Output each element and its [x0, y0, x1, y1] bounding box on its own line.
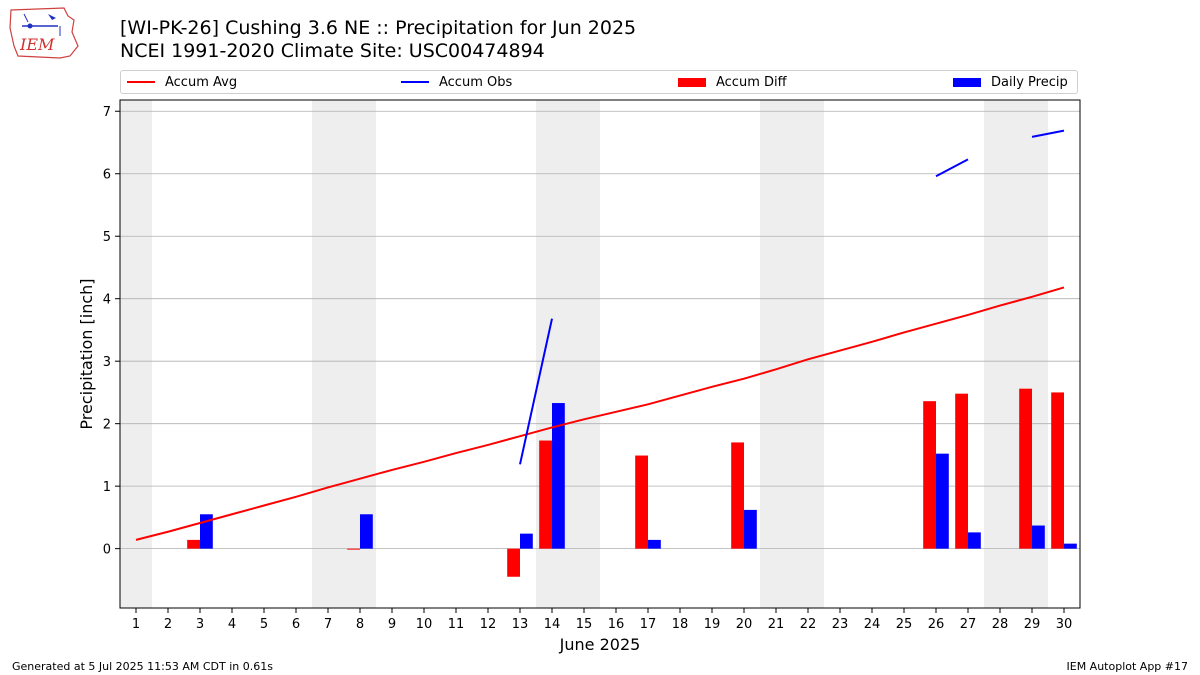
legend-swatch-accum-diff [678, 77, 706, 87]
y-tick-label-3: 3 [103, 355, 111, 370]
chart-title: [WI-PK-26] Cushing 3.6 NE :: Precipitati… [120, 17, 637, 39]
bar-accum-diff-day-13 [507, 548, 520, 577]
x-tick-label-15: 15 [576, 617, 593, 632]
x-tick-label-28: 28 [992, 617, 1009, 632]
x-tick-label-21: 21 [768, 617, 785, 632]
x-tick-label-8: 8 [356, 617, 364, 632]
line-accum-obs-segment-1 [935, 158, 969, 178]
bar-daily-precip-day-17 [648, 539, 661, 549]
legend-swatch-daily-precip [953, 77, 981, 87]
iem-logo: IEM [9, 7, 79, 59]
line-accum-obs-segment-2 [1031, 129, 1065, 138]
y-tick-label-4: 4 [103, 293, 111, 308]
x-tick-label-5: 5 [260, 617, 268, 632]
line-accum-obs-segment-0 [519, 318, 553, 465]
bar-daily-precip-day-30 [1064, 543, 1077, 549]
bar-accum-diff-day-14 [539, 440, 552, 549]
bar-accum-diff-day-3 [187, 539, 200, 549]
line-accum-avg [135, 286, 1065, 541]
bar-accum-diff-day-8 [347, 548, 360, 550]
shaded-band-2 [536, 100, 600, 608]
x-tick-label-18: 18 [672, 617, 689, 632]
x-tick-label-10: 10 [416, 617, 433, 632]
bar-accum-diff-day-30 [1051, 392, 1064, 549]
legend-item-accum-obs: Accum Obs [401, 71, 512, 93]
x-tick-label-11: 11 [448, 617, 465, 632]
bar-daily-precip-day-26 [936, 453, 949, 549]
x-axis-label: June 2025 [559, 635, 641, 654]
legend: Accum Avg Accum Obs Accum Diff Daily Pre… [120, 70, 1078, 94]
y-tick-label-0: 0 [103, 543, 111, 558]
y-tick-label-1: 1 [103, 480, 111, 495]
legend-label-accum-diff: Accum Diff [716, 74, 787, 90]
x-tick-label-25: 25 [896, 617, 913, 632]
x-tick-label-19: 19 [704, 617, 721, 632]
bar-accum-diff-day-29 [1019, 388, 1032, 549]
iem-logo-text: IEM [19, 35, 55, 54]
shaded-band-4 [984, 100, 1048, 608]
x-tick-label-13: 13 [512, 617, 529, 632]
x-tick-label-30: 30 [1056, 617, 1073, 632]
shaded-band-1 [312, 100, 376, 608]
plot-frame [119, 99, 1081, 609]
y-axis-label: Precipitation [inch] [77, 278, 96, 429]
x-tick-label-1: 1 [132, 617, 140, 632]
legend-swatch-accum-avg [127, 81, 155, 83]
legend-item-accum-diff: Accum Diff [678, 71, 787, 93]
chart-subtitle: NCEI 1991-2020 Climate Site: USC00474894 [120, 40, 545, 62]
bar-daily-precip-day-3 [200, 514, 213, 549]
x-tick-label-16: 16 [608, 617, 625, 632]
y-tick-label-7: 7 [103, 105, 111, 120]
legend-swatch-accum-obs [401, 81, 429, 83]
bar-daily-precip-day-14 [552, 403, 565, 549]
x-tick-label-9: 9 [388, 617, 396, 632]
x-tick-label-27: 27 [960, 617, 977, 632]
shaded-band-0 [120, 100, 152, 608]
x-tick-label-2: 2 [164, 617, 172, 632]
bar-daily-precip-day-27 [968, 532, 981, 549]
bar-daily-precip-day-13 [520, 533, 533, 549]
legend-item-daily-precip: Daily Precip [953, 71, 1068, 93]
legend-label-accum-avg: Accum Avg [165, 74, 238, 90]
x-tick-label-7: 7 [324, 617, 332, 632]
bar-accum-diff-day-17 [635, 455, 648, 549]
y-tick-label-5: 5 [103, 230, 111, 245]
x-tick-label-12: 12 [480, 617, 497, 632]
legend-label-accum-obs: Accum Obs [439, 74, 513, 90]
x-tick-label-22: 22 [800, 617, 817, 632]
x-tick-label-6: 6 [292, 617, 300, 632]
footer-app: IEM Autoplot App #17 [1066, 660, 1189, 673]
x-tick-label-26: 26 [928, 617, 945, 632]
bar-accum-diff-day-20 [731, 442, 744, 549]
x-tick-label-24: 24 [864, 617, 881, 632]
bar-accum-diff-day-26 [923, 401, 936, 549]
x-tick-label-20: 20 [736, 617, 753, 632]
x-tick-label-14: 14 [544, 617, 561, 632]
x-tick-label-29: 29 [1024, 617, 1041, 632]
shaded-band-3 [760, 100, 824, 608]
footer-generated: Generated at 5 Jul 2025 11:53 AM CDT in … [12, 660, 273, 673]
bar-accum-diff-day-27 [955, 393, 968, 549]
bar-daily-precip-day-8 [360, 514, 373, 549]
x-tick-label-23: 23 [832, 617, 849, 632]
x-tick-label-3: 3 [196, 617, 204, 632]
y-tick-label-2: 2 [103, 418, 111, 433]
legend-item-accum-avg: Accum Avg [127, 71, 237, 93]
bar-daily-precip-day-29 [1032, 525, 1045, 549]
y-tick-label-6: 6 [103, 168, 111, 183]
legend-label-daily-precip: Daily Precip [991, 74, 1068, 90]
x-tick-label-17: 17 [640, 617, 657, 632]
bar-daily-precip-day-20 [744, 509, 757, 549]
x-tick-label-4: 4 [228, 617, 236, 632]
